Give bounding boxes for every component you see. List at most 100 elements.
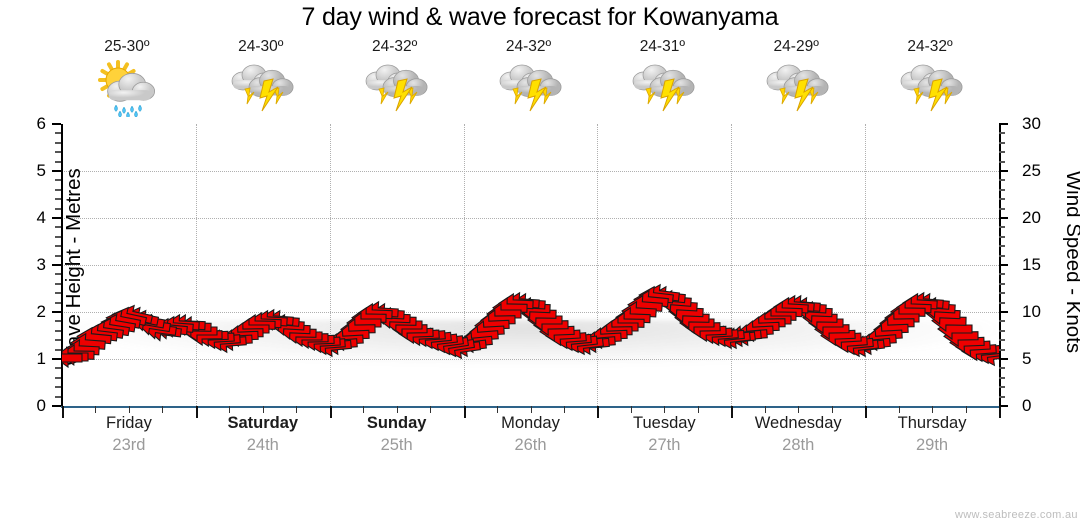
gridline-horizontal — [62, 218, 999, 219]
day-temperature-range: 24-31º — [639, 38, 685, 55]
right-axis-tick-label: 15 — [1022, 255, 1041, 274]
right-axis-tick-label: 5 — [1022, 349, 1032, 368]
x-axis-tick-minor — [965, 406, 967, 413]
left-axis-tick-minor — [55, 160, 61, 163]
right-axis-tick-minor — [999, 141, 1005, 144]
day-label-strip: Friday 23rd Saturday 24th Sunday 25th Monday 26… — [62, 412, 999, 470]
right-axis-tick-minor — [999, 226, 1005, 229]
left-axis-tick-minor — [55, 132, 61, 135]
day-temperature-range: 24-32º — [907, 38, 953, 55]
right-axis-tick-minor — [999, 188, 1005, 191]
wind-direction-arrow — [62, 346, 84, 370]
day-header: 24-30º — [194, 38, 328, 122]
gridline-vertical — [865, 124, 867, 406]
x-axis-tick-minor — [831, 406, 833, 413]
day-name: Tuesday — [633, 414, 696, 432]
x-axis-tick-minor — [296, 406, 298, 413]
left-axis-tick-minor — [55, 207, 61, 210]
right-axis-tick-minor — [999, 339, 1005, 342]
right-axis-tick-minor — [999, 132, 1005, 135]
right-axis-tick-major — [999, 358, 1008, 360]
right-axis-tick-minor — [999, 151, 1005, 154]
thunderstorm-icon — [496, 59, 562, 117]
x-axis-tick-day-boundary — [463, 406, 466, 418]
left-axis-tick-label: 5 — [36, 161, 46, 180]
left-axis-tick-label: 3 — [36, 255, 46, 274]
attribution-text: www.seabreeze.com.au — [955, 509, 1078, 521]
gridline-vertical — [463, 124, 465, 406]
right-axis-tick-major — [999, 170, 1008, 172]
right-axis-tick-major — [999, 217, 1008, 219]
left-axis-tick-minor — [55, 245, 61, 248]
left-axis-tick-minor — [55, 254, 61, 257]
left-axis-tick-major — [52, 311, 61, 313]
day-temperature-range: 24-30º — [238, 38, 284, 55]
day-header: 24-29º — [729, 38, 863, 122]
right-axis-tick-minor — [999, 376, 1005, 379]
right-axis-tick-minor — [999, 245, 1005, 248]
left-axis-tick-minor — [55, 141, 61, 144]
x-axis-tick-minor — [363, 406, 365, 413]
x-axis-tick-day-boundary — [195, 406, 198, 418]
left-axis-tick-minor — [55, 301, 61, 304]
day-header: 25-30º — [60, 38, 194, 122]
left-axis-tick-minor — [55, 226, 61, 229]
left-axis-tick-label: 0 — [36, 396, 46, 415]
page-title: 7 day wind & wave forecast for Kowanyama — [301, 3, 779, 31]
left-axis-tick-minor — [55, 395, 61, 398]
day-label: Monday 26th — [464, 412, 598, 456]
left-axis-tick-major — [52, 170, 61, 172]
left-axis-tick-label: 1 — [36, 349, 46, 368]
x-axis-tick-minor — [229, 406, 231, 413]
x-axis-tick-minor — [798, 406, 800, 413]
right-axis-tick-minor — [999, 160, 1005, 163]
right-axis-tick-minor — [999, 254, 1005, 257]
x-axis-tick-day-boundary — [731, 406, 734, 418]
right-axis-tick-minor — [999, 320, 1005, 323]
forecast-chart: 7 day wind & wave forecast for Kowanyama… — [37, 3, 1080, 521]
right-axis-tick-major — [999, 123, 1008, 125]
day-name: Sunday — [366, 414, 427, 432]
right-axis-tick-minor — [999, 207, 1005, 210]
x-axis-tick-minor — [396, 406, 398, 413]
left-axis-tick-minor — [55, 282, 61, 285]
day-date: 29th — [916, 436, 949, 454]
right-axis-tick-minor — [999, 395, 1005, 398]
right-axis-tick-major — [999, 405, 1008, 407]
right-axis-tick-minor — [999, 273, 1005, 276]
x-axis-tick-minor — [430, 406, 432, 413]
thunderstorm-icon — [763, 59, 829, 117]
x-axis-tick-minor — [630, 406, 632, 413]
x-axis-tick-minor — [932, 406, 934, 413]
right-axis-tick-label: 20 — [1022, 208, 1041, 227]
right-axis-tick-label: 25 — [1022, 161, 1041, 180]
x-axis-tick-minor — [563, 406, 565, 413]
x-axis-tick-minor — [95, 406, 97, 413]
left-axis-tick-minor — [55, 235, 61, 238]
day-header: 24-32º — [863, 38, 997, 122]
gridline-horizontal — [62, 265, 999, 266]
left-axis-tick-minor — [55, 367, 61, 370]
gridline-vertical — [329, 124, 331, 406]
gridline-vertical — [195, 124, 197, 406]
left-axis-tick-minor — [55, 292, 61, 295]
right-axis-tick-minor — [999, 386, 1005, 389]
day-name: Thursday — [897, 414, 967, 432]
wind-arrow-series — [62, 124, 999, 406]
day-header-strip: 25-30º 24-30º 24-32º — [60, 38, 1000, 122]
left-axis-tick-major — [52, 123, 61, 125]
thunderstorm-icon — [629, 59, 695, 117]
left-axis-tick-minor — [55, 198, 61, 201]
left-axis-tick-minor — [55, 320, 61, 323]
left-axis-tick-major — [52, 264, 61, 266]
right-axis-tick-minor — [999, 301, 1005, 304]
left-axis-tick-minor — [55, 151, 61, 154]
right-axis-tick-minor — [999, 198, 1005, 201]
left-axis-tick-minor — [55, 179, 61, 182]
gridline-horizontal — [62, 171, 999, 172]
left-axis-tick-minor — [55, 273, 61, 276]
x-axis-tick-minor — [162, 406, 164, 413]
left-axis-tick-minor — [55, 386, 61, 389]
x-axis-tick-day-boundary — [329, 406, 332, 418]
